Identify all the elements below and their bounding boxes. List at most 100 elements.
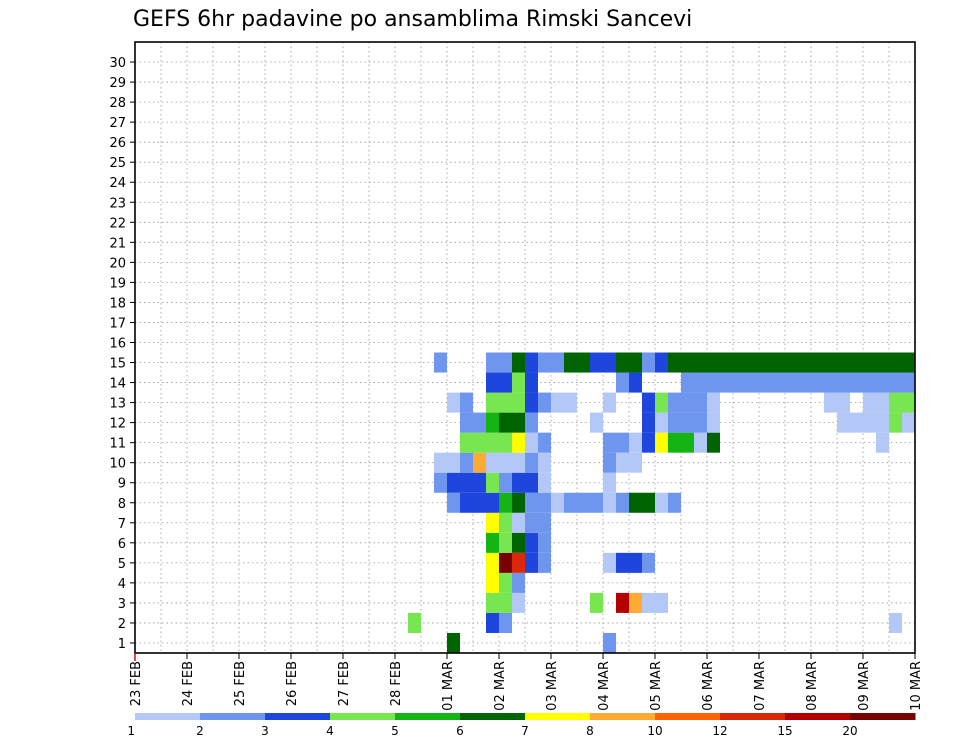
heatmap-cell <box>577 492 590 513</box>
heatmap-cell <box>642 432 655 453</box>
legend-swatch <box>785 713 851 720</box>
heatmap-cell <box>902 392 915 413</box>
heatmap-cell <box>850 412 863 433</box>
y-axis: 1234567891011121314151617181920212223242… <box>109 56 135 652</box>
y-tick-label: 16 <box>109 336 126 351</box>
heatmap-cell <box>525 492 538 513</box>
heatmap-cell <box>499 552 512 573</box>
legend-label: 20 <box>842 724 857 738</box>
heatmap-cell <box>837 392 850 413</box>
x-tick-label: 03 MAR <box>545 661 560 711</box>
x-tick-label: 10 MAR <box>909 661 924 711</box>
heatmap-cell <box>473 472 486 493</box>
heatmap-cell <box>486 512 499 533</box>
legend-swatch <box>330 713 396 720</box>
legend-label: 5 <box>391 724 399 738</box>
heatmap-cell <box>473 412 486 433</box>
heatmap-cell <box>876 432 889 453</box>
heatmap-cell <box>447 632 460 653</box>
heatmap-cell <box>486 412 499 433</box>
heatmap-cell <box>824 392 837 413</box>
heatmap-cell <box>876 412 889 433</box>
heatmap-cell <box>629 352 642 373</box>
heatmap-cell <box>902 412 915 433</box>
heatmap-cell <box>486 572 499 593</box>
x-tick-label: 05 MAR <box>649 661 664 711</box>
heatmap-cell <box>616 372 629 393</box>
heatmap-cell <box>850 372 863 393</box>
legend-swatch <box>460 713 526 720</box>
heatmap-cell <box>538 552 551 573</box>
x-tick-label: 27 FEB <box>337 661 352 706</box>
heatmap-cell <box>681 372 694 393</box>
heatmap-cell <box>525 432 538 453</box>
heatmap-cell <box>551 352 564 373</box>
heatmap-cell <box>720 372 733 393</box>
heatmap-cell <box>616 452 629 473</box>
heatmap-cell <box>655 592 668 613</box>
y-tick-label: 5 <box>118 557 126 572</box>
heatmap-cell <box>681 352 694 373</box>
heatmap-cell <box>824 352 837 373</box>
heatmap-cell <box>655 392 668 413</box>
heatmap-cell <box>889 352 902 373</box>
y-tick-label: 13 <box>109 397 126 412</box>
x-tick-label: 06 MAR <box>701 661 716 711</box>
chart-title: GEFS 6hr padavine po ansamblima Rimski S… <box>133 7 692 32</box>
heatmap-cell <box>473 492 486 513</box>
heatmap-cell <box>681 392 694 413</box>
heatmap-cell <box>902 372 915 393</box>
heatmap-cell <box>499 392 512 413</box>
heatmap-cell <box>551 392 564 413</box>
heatmap-cell <box>798 352 811 373</box>
heatmap-cell <box>512 372 525 393</box>
legend-label: 6 <box>456 724 464 738</box>
heatmap-cell <box>629 372 642 393</box>
heatmap-cell <box>694 372 707 393</box>
y-tick-label: 4 <box>118 577 126 592</box>
legend-label: 10 <box>647 724 662 738</box>
heatmap-cell <box>642 412 655 433</box>
y-tick-label: 18 <box>109 296 126 311</box>
y-tick-label: 2 <box>118 617 126 632</box>
heatmap-cell <box>460 412 473 433</box>
y-tick-label: 14 <box>109 377 126 392</box>
heatmap-cell <box>603 492 616 513</box>
heatmap-cell <box>694 432 707 453</box>
heatmap-cell <box>564 392 577 413</box>
heatmap-cell <box>577 352 590 373</box>
y-tick-label: 22 <box>109 216 126 231</box>
y-tick-label: 11 <box>109 437 126 452</box>
heatmap-cell <box>538 392 551 413</box>
heatmap-cell <box>837 412 850 433</box>
heatmap-cell <box>642 552 655 573</box>
heatmap-cell <box>538 452 551 473</box>
x-tick-label: 28 FEB <box>389 661 404 706</box>
y-tick-label: 12 <box>109 417 126 432</box>
heatmap-cell <box>525 472 538 493</box>
heatmap-cell <box>889 612 902 633</box>
y-tick-label: 24 <box>109 176 126 191</box>
plot-frame <box>134 41 916 654</box>
heatmap-cell <box>460 492 473 513</box>
heatmap-cell <box>447 492 460 513</box>
y-tick-label: 1 <box>118 637 126 652</box>
y-tick-label: 19 <box>109 276 126 291</box>
heatmap-cell <box>525 352 538 373</box>
heatmap-cells <box>408 352 915 653</box>
heatmap-cell <box>551 492 564 513</box>
heatmap-cell <box>616 552 629 573</box>
heatmap-cell <box>694 412 707 433</box>
x-axis: 23 FEB 24 FEB 25 FEB 26 FEB 27 FEB 28 FEB 01 M… <box>129 653 924 711</box>
heatmap-cell <box>473 432 486 453</box>
heatmap-cell <box>668 412 681 433</box>
y-tick-label: 28 <box>109 96 126 111</box>
heatmap-cell <box>486 492 499 513</box>
y-tick-label: 17 <box>109 316 126 331</box>
heatmap-cell <box>694 392 707 413</box>
y-tick-label: 3 <box>118 597 126 612</box>
heatmap-cell <box>707 392 720 413</box>
legend-swatch <box>590 713 656 720</box>
heatmap-cell <box>629 592 642 613</box>
